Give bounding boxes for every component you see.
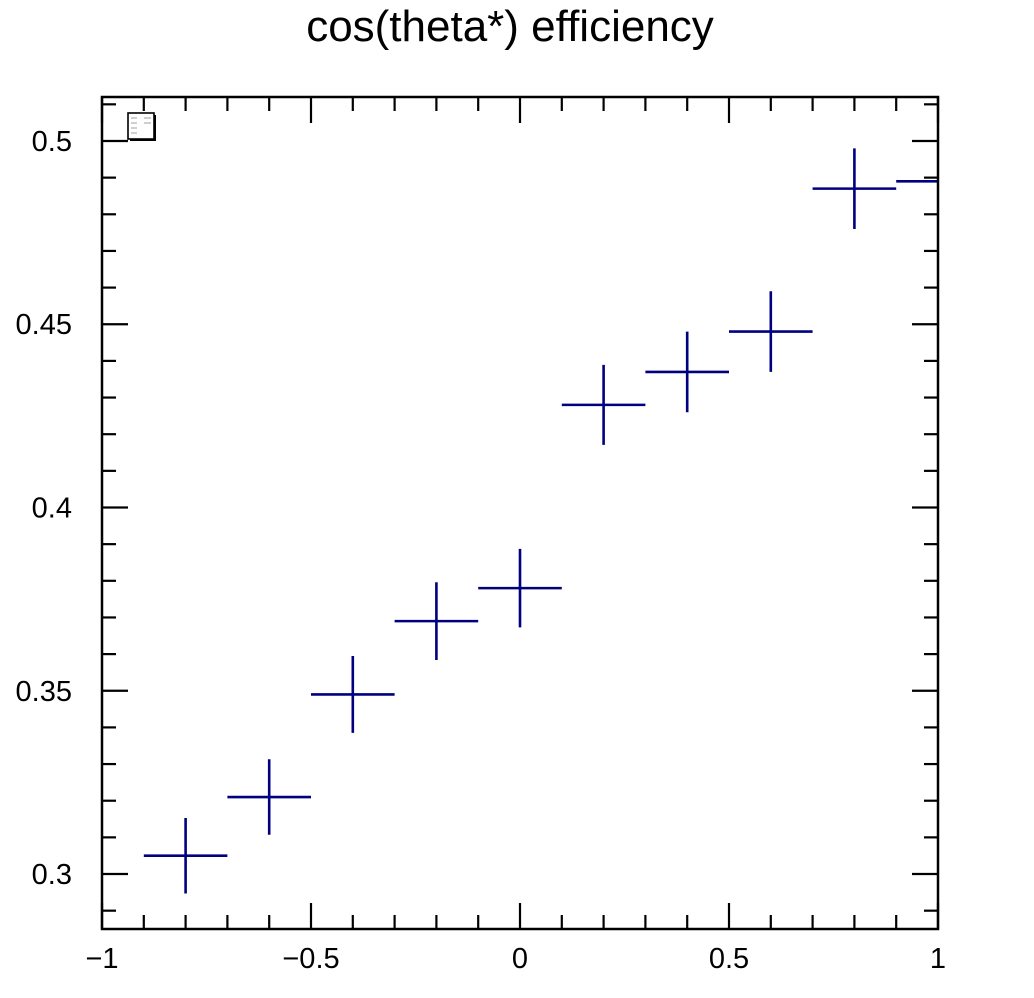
stats-box xyxy=(127,112,156,141)
x-tick-label: 0.5 xyxy=(709,943,749,975)
data-point xyxy=(394,582,479,660)
y-tick-label: 0.45 xyxy=(16,309,72,341)
tick-labels: −1 −0.5 0 0.5 1 0.3 0.35 0.4 0.45 0.5 xyxy=(16,126,947,975)
data-point xyxy=(645,331,729,413)
data-point xyxy=(729,291,813,372)
data-point xyxy=(561,364,646,445)
data-point xyxy=(311,655,395,733)
data-point xyxy=(478,548,562,628)
data-point xyxy=(227,759,311,835)
chart-title: cos(theta*) efficiency xyxy=(306,2,714,51)
plot-frame xyxy=(100,95,940,931)
x-tick-label: −1 xyxy=(85,943,118,975)
data-point xyxy=(812,148,897,229)
x-tick-label: 1 xyxy=(930,943,946,975)
y-tick-label: 0.4 xyxy=(32,493,72,525)
x-tick-label: 0 xyxy=(512,943,528,975)
data-point xyxy=(143,817,228,894)
data-points xyxy=(143,148,938,894)
x-tick-label: −0.5 xyxy=(282,943,339,975)
y-tick-label: 0.5 xyxy=(32,126,72,158)
y-tick-label: 0.35 xyxy=(16,676,72,708)
axis-ticks xyxy=(100,97,940,929)
y-tick-label: 0.3 xyxy=(32,859,72,891)
